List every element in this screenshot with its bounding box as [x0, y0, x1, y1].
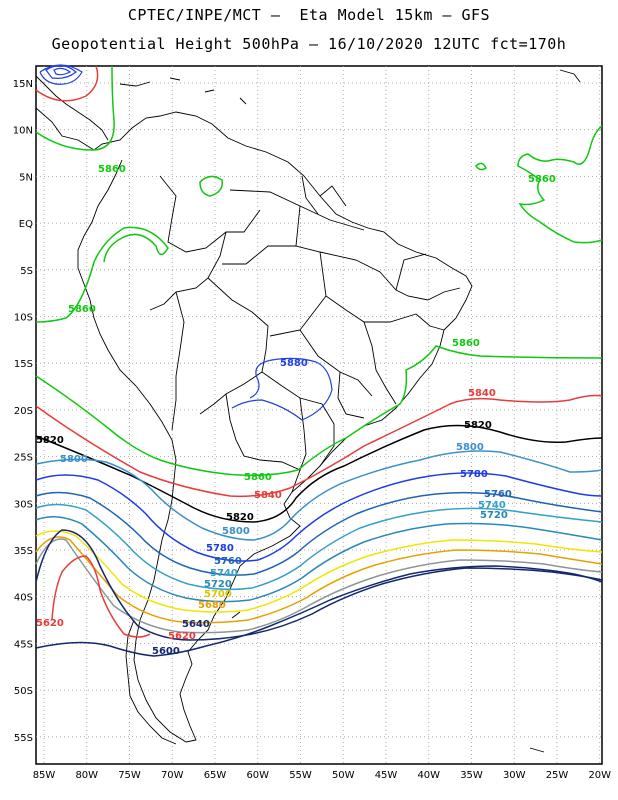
contour-5820: [35, 424, 603, 523]
lat-tick-label: 10N: [13, 126, 33, 137]
southern-islands: [125, 611, 545, 753]
contour-label: 5860: [98, 164, 126, 175]
lon-tick-label: 30W: [503, 770, 526, 781]
longitude-labels: 85W 80W 75W 70W 65W 60W 55W 50W 45W 40W 35W 30W 25W 2…: [33, 770, 611, 781]
contour-5620-north: [35, 65, 99, 102]
contour-label: 5720: [480, 510, 508, 521]
contour-5740: [35, 503, 603, 591]
lon-tick-label: 75W: [118, 770, 141, 781]
contour-5600: [35, 565, 603, 657]
contour-label: 5820: [464, 420, 492, 431]
coastlines-and-borders: [35, 69, 581, 753]
south-america-coastline: [35, 107, 473, 743]
contour-5860-north-lobe: [35, 226, 169, 323]
contour-5780: [35, 472, 603, 562]
contour-label: 5620: [36, 618, 64, 629]
lat-tick-label: 15N: [13, 79, 33, 90]
contour-5880-low: [39, 64, 83, 85]
contour-5860-east: [517, 125, 603, 244]
contour-5660: [35, 538, 603, 634]
lon-tick-label: 20W: [588, 770, 611, 781]
lat-tick-label: 25S: [14, 453, 33, 464]
contour-label: 5820: [226, 512, 254, 523]
contour-label: 5800: [60, 454, 88, 465]
contour-label: 5780: [206, 543, 234, 554]
lon-tick-label: 45W: [375, 770, 398, 781]
contour-label: 5800: [456, 442, 484, 453]
contour-label: 5740: [478, 500, 506, 511]
lat-tick-label: EQ: [19, 219, 33, 230]
height-contours: [35, 64, 603, 657]
lon-tick-label: 60W: [246, 770, 269, 781]
lat-tick-label: 30S: [14, 499, 33, 510]
contour-label: 5600: [152, 646, 180, 657]
contour-label: 5640: [182, 619, 210, 630]
lat-tick-label: 5S: [20, 266, 33, 277]
latitude-labels: 15N 10N 5N EQ 5S 10S 15S 20S 25S 30S 35S 40S 45S 50S 5…: [13, 79, 33, 744]
map-title-line2: Geopotential Height 500hPa – 16/10/2020 …: [51, 35, 567, 53]
contour-label: 5720: [204, 579, 232, 590]
national-borders: [149, 175, 347, 493]
lat-tick-label: 5N: [19, 172, 33, 183]
lon-tick-label: 55W: [289, 770, 312, 781]
lon-tick-label: 65W: [204, 770, 227, 781]
lat-tick-label: 50S: [14, 686, 33, 697]
central-america-coast: [35, 75, 109, 141]
lat-tick-label: 35S: [14, 546, 33, 557]
lon-tick-label: 85W: [33, 770, 56, 781]
contour-label: 5860: [244, 472, 272, 483]
contour-label: 5760: [214, 556, 242, 567]
contour-label: 5860: [68, 304, 96, 315]
lon-tick-label: 50W: [332, 770, 355, 781]
contour-label: 5740: [210, 568, 238, 579]
contour-label: 5860: [528, 174, 556, 185]
contour-label: 5780: [460, 469, 488, 480]
lon-tick-label: 25W: [546, 770, 569, 781]
lon-tick-label: 40W: [417, 770, 440, 781]
contour-label: 5840: [254, 490, 282, 501]
map-title-line1: CPTEC/INPE/MCT – Eta Model 15km – GFS: [127, 6, 491, 24]
lat-tick-label: 45S: [14, 639, 33, 650]
lat-tick-label: 10S: [14, 313, 33, 324]
contour-5860-north-loop: [35, 65, 115, 151]
contour-5880-high: [231, 357, 333, 421]
contour-5680: [35, 536, 603, 624]
contour-5720: [35, 516, 603, 603]
contour-label: 5620: [168, 631, 196, 642]
contour-label: 5700: [204, 589, 232, 600]
contour-label: 5880: [280, 358, 308, 369]
contour-5620-south: [51, 555, 151, 638]
contour-labels: 5860 5860 5860 5860 5860 5880 5840 5840 …: [36, 164, 556, 657]
brazil-states: [222, 189, 461, 419]
contour-5860-small-loop: [199, 162, 487, 197]
lat-tick-label: 55S: [14, 733, 33, 744]
lat-tick-label: 20S: [14, 406, 33, 417]
contour-label: 5680: [198, 600, 226, 611]
contour-5700: [35, 530, 603, 613]
contour-5800: [35, 450, 603, 541]
lon-tick-label: 35W: [460, 770, 483, 781]
lat-tick-label: 40S: [14, 593, 33, 604]
contour-5840: [35, 394, 603, 498]
contour-label: 5840: [468, 388, 496, 399]
contour-5640: [35, 529, 603, 641]
lon-tick-label: 80W: [75, 770, 98, 781]
lat-tick-label: 15S: [14, 359, 33, 370]
map-frame: [35, 65, 603, 765]
contour-5860-main: [35, 345, 603, 477]
caribbean-islands: [119, 69, 581, 105]
lon-tick-label: 70W: [161, 770, 184, 781]
contour-5760: [35, 491, 603, 576]
contour-label: 5860: [452, 338, 480, 349]
contour-label: 5760: [484, 489, 512, 500]
contour-label: 5820: [36, 435, 64, 446]
contour-label: 5800: [222, 526, 250, 537]
